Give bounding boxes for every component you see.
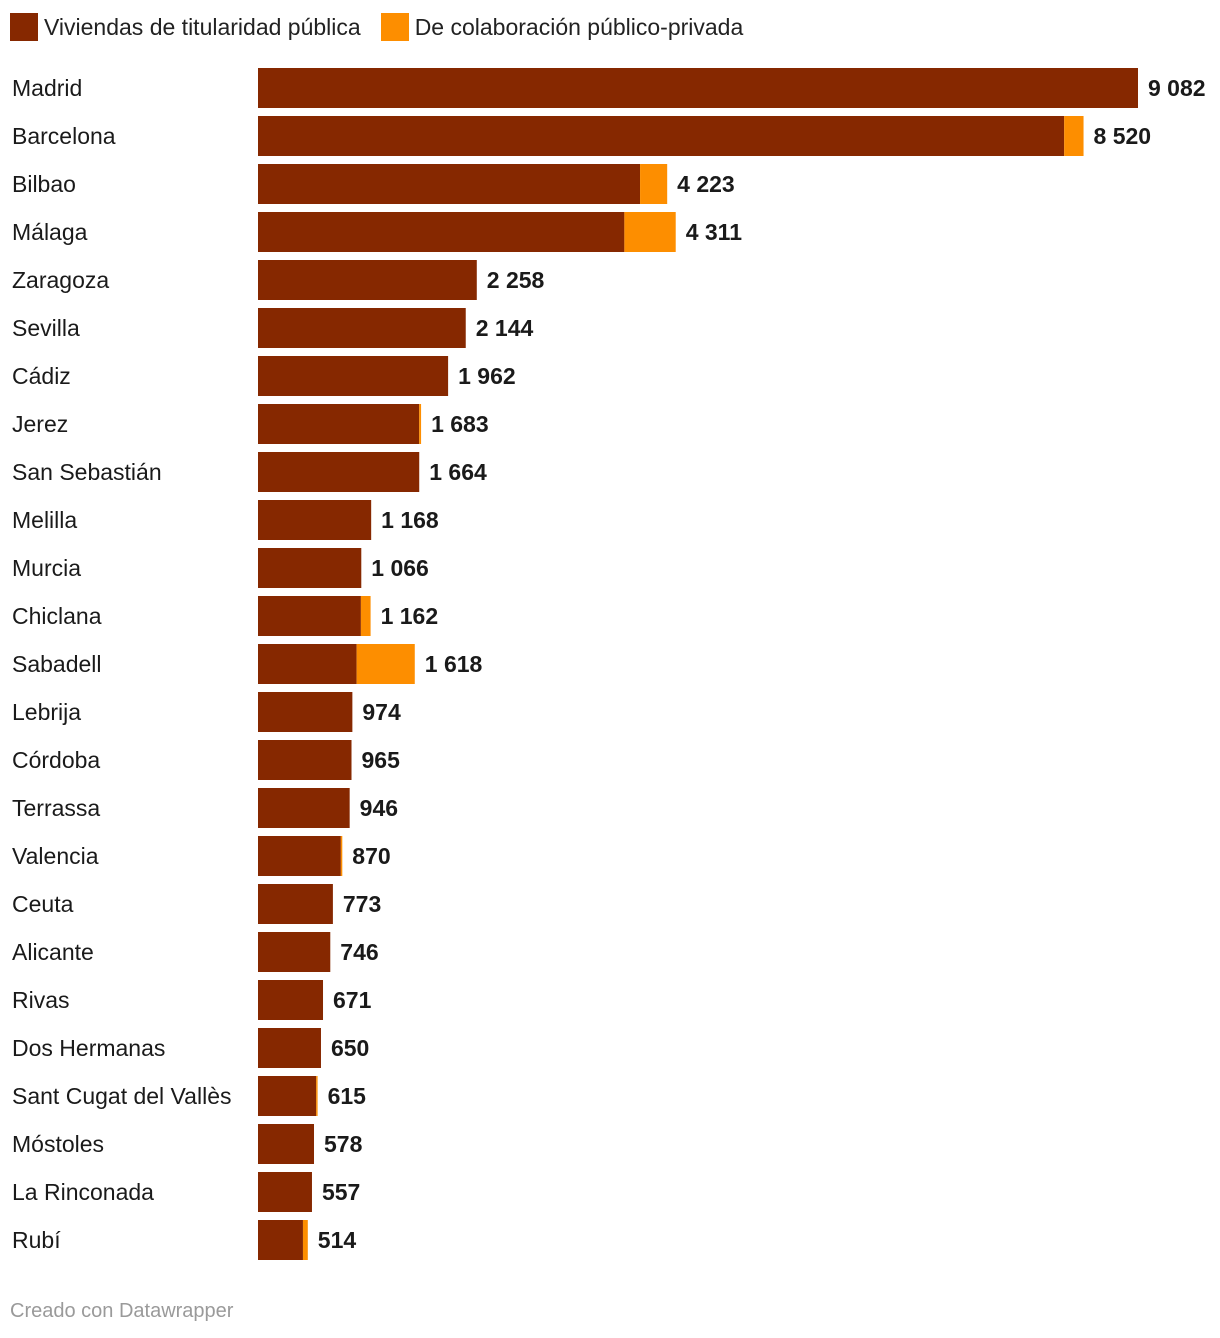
legend-swatch-ppp — [380, 13, 409, 41]
bar-public-cadiz — [258, 356, 449, 396]
bar-public-sevilla — [258, 308, 466, 348]
row-label-zaragoza: Zaragoza — [12, 267, 109, 293]
bar-public-sabadell — [258, 644, 357, 684]
value-label-ceuta: 773 — [343, 891, 381, 917]
row-label-chiclana: Chiclana — [12, 603, 102, 629]
bar-ppp-jerez — [419, 404, 422, 444]
row-label-bilbao: Bilbao — [12, 171, 76, 197]
bar-public-jerez — [258, 404, 420, 444]
row-label-jerez: Jerez — [12, 411, 68, 437]
bar-public-cordoba — [258, 740, 352, 780]
bar-public-murcia — [258, 548, 362, 588]
value-label-dos-hermanas: 650 — [331, 1035, 369, 1061]
row-label-lebrija: Lebrija — [12, 699, 81, 725]
bar-public-la-rinconada — [258, 1172, 312, 1212]
bar-public-dos-hermanas — [258, 1028, 321, 1068]
value-label-sabadell: 1 618 — [425, 651, 483, 677]
value-label-murcia: 1 066 — [371, 555, 429, 581]
value-label-valencia: 870 — [352, 843, 390, 869]
value-label-malaga: 4 311 — [686, 219, 742, 245]
value-label-la-rinconada: 557 — [322, 1179, 360, 1205]
bar-ppp-malaga — [624, 212, 676, 252]
bar-public-rubi — [258, 1220, 303, 1260]
bar-public-barcelona — [258, 116, 1065, 156]
row-label-barcelona: Barcelona — [12, 123, 116, 149]
value-label-rubi: 514 — [318, 1227, 357, 1253]
row-label-sant-cugat-del-valles: Sant Cugat del Vallès — [12, 1083, 232, 1109]
value-label-cordoba: 965 — [362, 747, 401, 773]
row-label-cadiz: Cádiz — [12, 363, 71, 389]
row-label-rivas: Rivas — [12, 987, 70, 1013]
value-label-sant-cugat-del-valles: 615 — [328, 1083, 367, 1109]
value-label-zaragoza: 2 258 — [487, 267, 545, 293]
bar-ppp-barcelona — [1064, 116, 1084, 156]
value-label-lebrija: 974 — [362, 699, 401, 725]
row-label-terrassa: Terrassa — [12, 795, 100, 821]
value-label-cadiz: 1 962 — [458, 363, 516, 389]
bar-ppp-sabadell — [356, 644, 415, 684]
row-label-valencia: Valencia — [12, 843, 99, 869]
legend-item-ppp: De colaboración público-privada — [380, 13, 744, 41]
value-label-madrid: 9 082 — [1148, 75, 1206, 101]
bar-public-zaragoza — [258, 260, 477, 300]
value-label-bilbao: 4 223 — [677, 171, 735, 197]
legend-item-public: Viviendas de titularidad pública — [10, 13, 361, 41]
value-label-chiclana: 1 162 — [381, 603, 439, 629]
row-label-melilla: Melilla — [12, 507, 77, 533]
bar-public-malaga — [258, 212, 625, 252]
legend-label-ppp: De colaboración público-privada — [414, 13, 744, 40]
bar-public-lebrija — [258, 692, 353, 732]
bar-public-mostoles — [258, 1124, 315, 1164]
bar-public-bilbao — [258, 164, 641, 204]
bar-ppp-sant-cugat-del-valles — [316, 1076, 318, 1116]
row-label-la-rinconada: La Rinconada — [12, 1179, 154, 1205]
bar-public-sant-cugat-del-valles — [258, 1076, 317, 1116]
row-label-rubi: Rubí — [12, 1227, 61, 1253]
row-label-murcia: Murcia — [12, 555, 81, 581]
row-label-sevilla: Sevilla — [12, 315, 80, 341]
bar-public-valencia — [258, 836, 341, 876]
bar-public-alicante — [258, 932, 331, 972]
row-label-mostoles: Móstoles — [12, 1131, 104, 1157]
value-label-mostoles: 578 — [324, 1131, 363, 1157]
row-label-cordoba: Córdoba — [12, 747, 100, 773]
bar-ppp-rubi — [302, 1220, 308, 1260]
bar-public-madrid — [258, 68, 1138, 108]
row-label-madrid: Madrid — [12, 75, 82, 101]
row-label-san-sebastian: San Sebastián — [12, 459, 162, 485]
chart-legend: Viviendas de titularidad pública De cola… — [10, 12, 763, 42]
bar-public-melilla — [258, 500, 372, 540]
value-label-alicante: 746 — [340, 939, 378, 965]
bar-ppp-valencia — [340, 836, 343, 876]
bar-public-ceuta — [258, 884, 333, 924]
value-label-jerez: 1 683 — [431, 411, 489, 437]
row-label-ceuta: Ceuta — [12, 891, 74, 917]
value-label-san-sebastian: 1 664 — [429, 459, 487, 485]
row-label-malaga: Málaga — [12, 219, 88, 245]
bar-ppp-chiclana — [360, 596, 371, 636]
value-label-sevilla: 2 144 — [476, 315, 534, 341]
bar-public-chiclana — [258, 596, 361, 636]
value-label-barcelona: 8 520 — [1094, 123, 1152, 149]
row-label-alicante: Alicante — [12, 939, 94, 965]
footer-credit: Creado con Datawrapper — [10, 1300, 234, 1322]
bar-public-terrassa — [258, 788, 350, 828]
bar-chart: Madrid 9 082 Barcelona 8 520 Bilbao 4 223 Mála… — [12, 68, 1206, 1260]
legend-swatch-public — [10, 13, 38, 41]
legend-label-public: Viviendas de titularidad pública — [44, 13, 361, 40]
value-label-terrassa: 946 — [360, 795, 398, 821]
bar-public-san-sebastian — [258, 452, 420, 492]
bar-public-rivas — [258, 980, 324, 1020]
bar-ppp-bilbao — [640, 164, 668, 204]
value-label-rivas: 671 — [333, 987, 372, 1013]
row-label-dos-hermanas: Dos Hermanas — [12, 1035, 165, 1061]
row-label-sabadell: Sabadell — [12, 651, 102, 677]
value-label-melilla: 1 168 — [381, 507, 439, 533]
